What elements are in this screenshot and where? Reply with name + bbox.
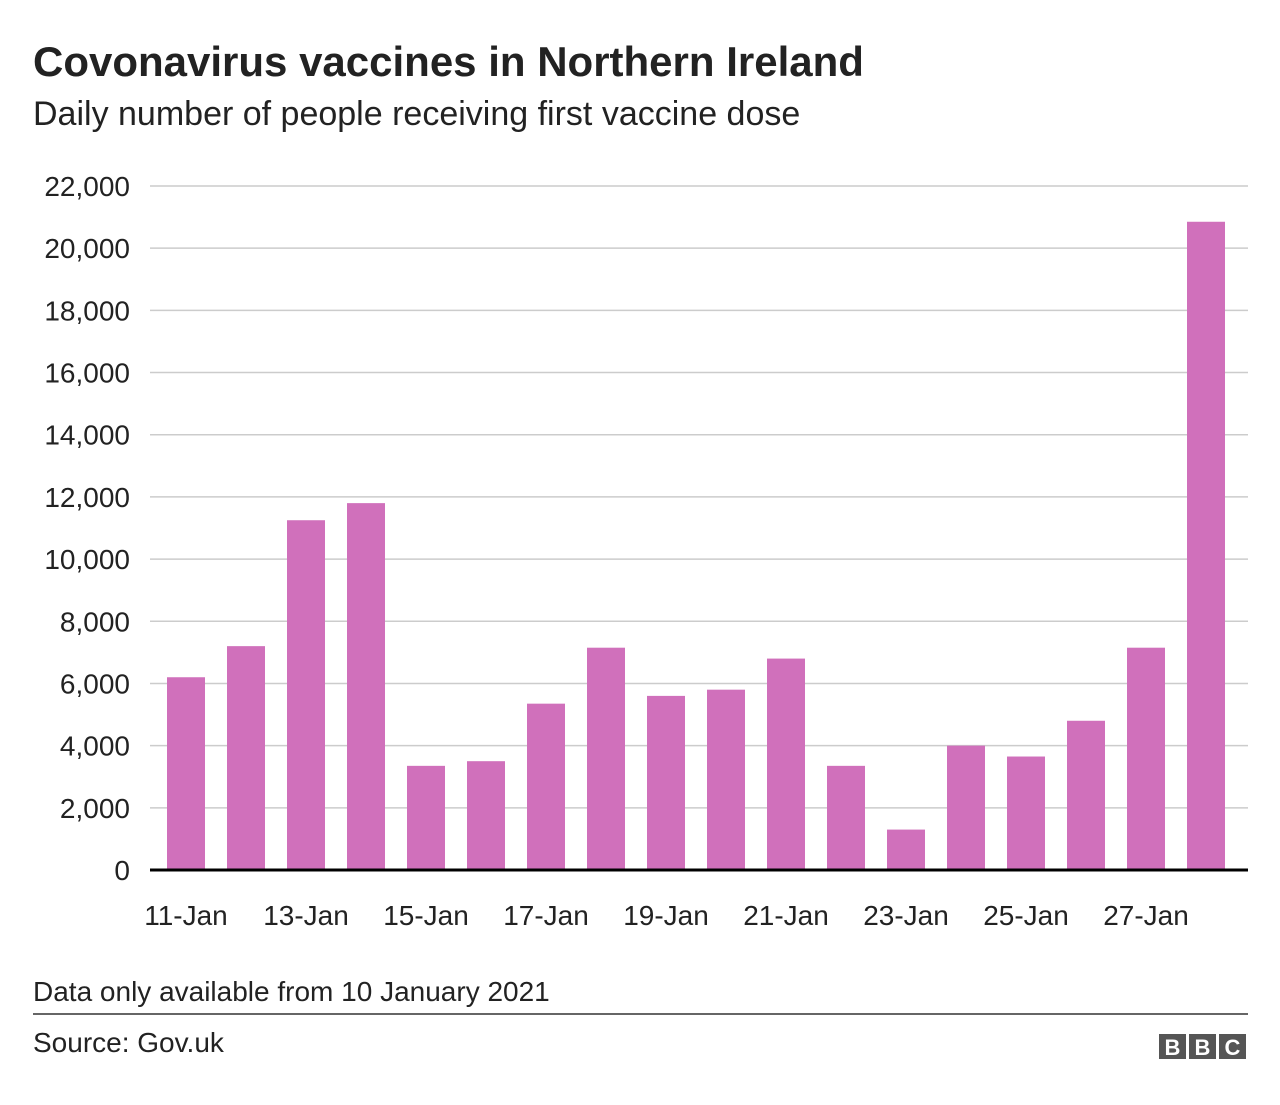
logo-box	[1189, 1034, 1216, 1059]
bar	[1187, 221, 1225, 871]
chart-title: Covonavirus vaccines in Northern Ireland	[33, 38, 864, 85]
logo-box	[1219, 1034, 1246, 1059]
y-tick-label: 20,000	[44, 233, 130, 264]
y-tick-label: 14,000	[44, 420, 130, 451]
y-tick-label: 10,000	[44, 544, 130, 575]
bar	[767, 658, 805, 870]
logo-letter: B	[1195, 1035, 1211, 1060]
bar	[647, 695, 685, 870]
logo-letter: B	[1165, 1035, 1181, 1060]
x-tick-label: 19-Jan	[623, 900, 709, 931]
y-tick-label: 16,000	[44, 358, 130, 389]
bar	[227, 646, 265, 870]
bar	[1007, 756, 1045, 870]
bar	[287, 520, 325, 870]
bar	[407, 765, 445, 870]
bar	[1067, 720, 1105, 870]
x-tick-label: 27-Jan	[1103, 900, 1189, 931]
bar	[887, 829, 925, 870]
bar	[827, 765, 865, 870]
y-tick-label: 6,000	[60, 668, 130, 699]
x-tick-label: 25-Jan	[983, 900, 1069, 931]
x-tick-label: 15-Jan	[383, 900, 469, 931]
source: Source: Gov.uk	[33, 1027, 225, 1058]
bar	[587, 647, 625, 870]
y-tick-label: 4,000	[60, 731, 130, 762]
y-tick-label: 22,000	[44, 171, 130, 202]
x-tick-label: 21-Jan	[743, 900, 829, 931]
bar	[467, 761, 505, 870]
bar	[167, 677, 205, 870]
y-tick-label: 18,000	[44, 295, 130, 326]
y-tick-label: 2,000	[60, 793, 130, 824]
y-tick-label: 0	[114, 855, 130, 886]
x-tick-label: 17-Jan	[503, 900, 589, 931]
logo-box	[1159, 1034, 1186, 1059]
bar	[347, 503, 385, 870]
bar	[1127, 647, 1165, 870]
y-tick-label: 12,000	[44, 482, 130, 513]
x-tick-label: 11-Jan	[144, 900, 228, 931]
bar	[527, 703, 565, 870]
x-tick-label: 13-Jan	[263, 900, 349, 931]
y-tick-label: 8,000	[60, 606, 130, 637]
bar	[947, 745, 985, 870]
chart-subtitle: Daily number of people receiving first v…	[33, 95, 800, 133]
x-tick-label: 23-Jan	[863, 900, 949, 931]
logo-letter: C	[1225, 1035, 1241, 1060]
note: Data only available from 10 January 2021	[33, 976, 550, 1007]
bar	[707, 689, 745, 870]
